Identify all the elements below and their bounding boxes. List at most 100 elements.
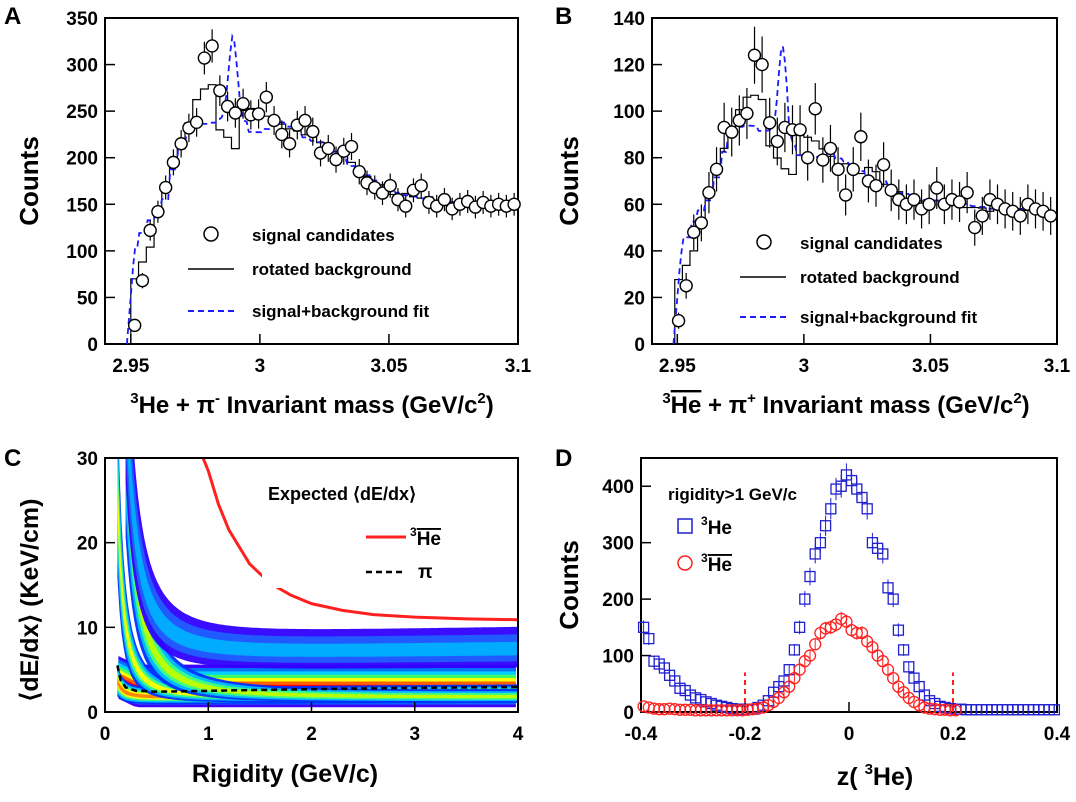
legend-d: 3He 3He	[677, 514, 732, 576]
panel-label-c: C	[4, 445, 21, 472]
panel-b-ytick-label: 100	[613, 102, 645, 123]
x-axis-title-c: Rigidity (GeV/c)	[192, 760, 378, 788]
legend-b: signal candidates rotated background sig…	[740, 234, 977, 327]
panel-a-data-point	[275, 127, 289, 142]
panel-c-particle-band	[126, 458, 518, 663]
panel-a-data-point	[158, 180, 173, 195]
panel-d-he3-point	[882, 582, 894, 594]
legend-b-entry-3: signal+background fit	[800, 308, 977, 327]
panel-b: B 2.95 3 3.05 3.1 0 20 40 60 80 100 120 140 signal …	[554, 3, 1071, 419]
panel-a-ytick-label: 100	[66, 242, 98, 263]
panel-c-ytick-label: 20	[77, 534, 98, 555]
panel-d-ytick-label: 0	[623, 703, 634, 724]
legend-c: Expected ⟨dE/dx⟩ 3He π	[262, 476, 464, 588]
panel-b-ytick-label: 120	[613, 56, 645, 77]
panel-a-ytick-label: 0	[87, 335, 98, 356]
x-axis-title-a: 3He + π- Invariant mass (GeV/c2)	[130, 390, 494, 419]
legend-d-entry-he3: 3He	[701, 514, 732, 539]
panel-a-data-point	[189, 115, 204, 130]
panel-b-data-point	[869, 178, 883, 193]
panel-a-ytick-label: 300	[66, 56, 98, 77]
annotation-rigidity: rigidity>1 GeV/c	[668, 485, 797, 504]
x-axis-title-b: 3He + π+ Invariant mass (GeV/c2)	[662, 390, 1029, 419]
legend-a-marker-circle	[203, 226, 219, 242]
panel-d-ytick-label: 300	[602, 534, 634, 555]
panel-b-data-point	[694, 216, 709, 230]
legend-d-entry-he3bar: 3He	[701, 551, 732, 576]
panel-b-data-point	[975, 209, 990, 223]
panel-d-xtick-label: 0	[844, 724, 855, 745]
panel-a-data-point	[228, 106, 243, 120]
panel-d-xtick-label: 0.2	[940, 724, 966, 745]
panel-d-he3-point	[877, 548, 889, 560]
panel-d: D -0.4 -0.2 0 0.2 0.4 0 100 200 300 400 rigidity>…	[554, 445, 1071, 791]
panel-b-data-point	[838, 188, 853, 202]
panel-d-ytick-label: 400	[602, 477, 634, 498]
panel-c-xtick-label: 3	[409, 724, 420, 745]
legend-b-entry-1: signal candidates	[800, 234, 943, 253]
panel-b-data-point	[687, 225, 701, 239]
panel-b-data-point	[679, 279, 693, 293]
panel-a-data-point	[329, 152, 343, 167]
panel-c-particle-band	[117, 458, 518, 703]
panel-b-data-point	[854, 130, 868, 144]
panel-a: A 2.95 3 3.05 3.1 0 50 100 150 200 250 300 350 sign…	[4, 3, 532, 419]
x-axis-title-b-overlined: He	[671, 392, 702, 419]
panel-b-data-point	[671, 314, 686, 328]
panel-c-ytick-label: 30	[77, 449, 98, 470]
y-axis-title-c: ⟨dE/dx⟩ (KeV/cm)	[16, 499, 44, 702]
panel-b-data-point	[1013, 209, 1027, 223]
panel-b-data-point	[808, 102, 822, 116]
panel-a-data-point	[259, 90, 274, 104]
panel-d-he3-point	[861, 503, 873, 515]
panel-d-he3-point	[799, 593, 811, 605]
panel-a-ytick-label: 50	[77, 288, 98, 309]
panel-b-data-point	[800, 151, 815, 165]
panel-a-xtick-label: 2.95	[112, 356, 149, 377]
panel-b-data-point	[793, 123, 807, 137]
panel-b-data-point	[823, 141, 838, 156]
panel-b-data-point	[876, 157, 891, 172]
panel-c-ytick-label: 10	[77, 618, 98, 639]
panel-b-data-point	[816, 153, 830, 167]
panel-a-data-point	[321, 141, 335, 156]
panel-a-xtick-label: 3	[255, 356, 266, 377]
panel-d-he3-point	[814, 537, 827, 549]
panel-a-data-point	[344, 139, 359, 154]
panel-a-data-point	[213, 83, 227, 98]
panel-b-ytick-label: 80	[624, 149, 645, 170]
panel-a-data-point	[282, 137, 297, 151]
panel-a-data-point	[143, 223, 157, 238]
y-axis-title-a: Counts	[14, 136, 44, 226]
panel-d-he3-point	[788, 644, 801, 656]
panel-b-data-point	[960, 185, 974, 200]
panel-a-data-point	[127, 318, 142, 333]
panel-c-particle-band	[125, 458, 518, 702]
panel-d-he3-point	[825, 503, 837, 515]
panel-b-data-point	[846, 162, 860, 177]
panel-b-data-point	[740, 106, 754, 121]
panel-d-he3-point	[804, 570, 816, 583]
panel-b-data-point	[922, 197, 936, 211]
plot-frame-a	[104, 17, 519, 345]
panel-b-data-point	[831, 162, 845, 177]
panel-b-data-point	[763, 116, 777, 130]
panel-c-xtick-label: 2	[306, 724, 317, 745]
panel-d-xtick-label: -0.2	[729, 724, 762, 745]
panel-b-ytick-label: 40	[624, 242, 645, 263]
panel-c-xtick-label: 1	[203, 724, 214, 745]
panel-d-he3-point	[819, 520, 832, 532]
panel-a-data-point	[251, 107, 266, 121]
panel-d-he3-point	[637, 621, 650, 633]
panel-d-xtick-label: -0.4	[625, 724, 658, 745]
panel-b-ytick-label: 140	[613, 9, 645, 30]
panel-b-ytick-label: 20	[624, 288, 645, 309]
panel-c-xtick-label: 0	[100, 724, 111, 745]
panel-a-data-point	[298, 113, 312, 128]
x-axis-title-d: z( 3He)	[837, 761, 913, 791]
panel-c: C 0 1 2 3 4 0 10 20 30 Expected ⟨dE/dx⟩ 3He π ⟨d…	[4, 445, 524, 788]
panel-a-data-point	[352, 164, 366, 179]
panel-c-ytick-label: 0	[87, 703, 98, 724]
panel-a-fit-curve	[126, 33, 516, 345]
panel-a-data-point	[166, 155, 181, 170]
